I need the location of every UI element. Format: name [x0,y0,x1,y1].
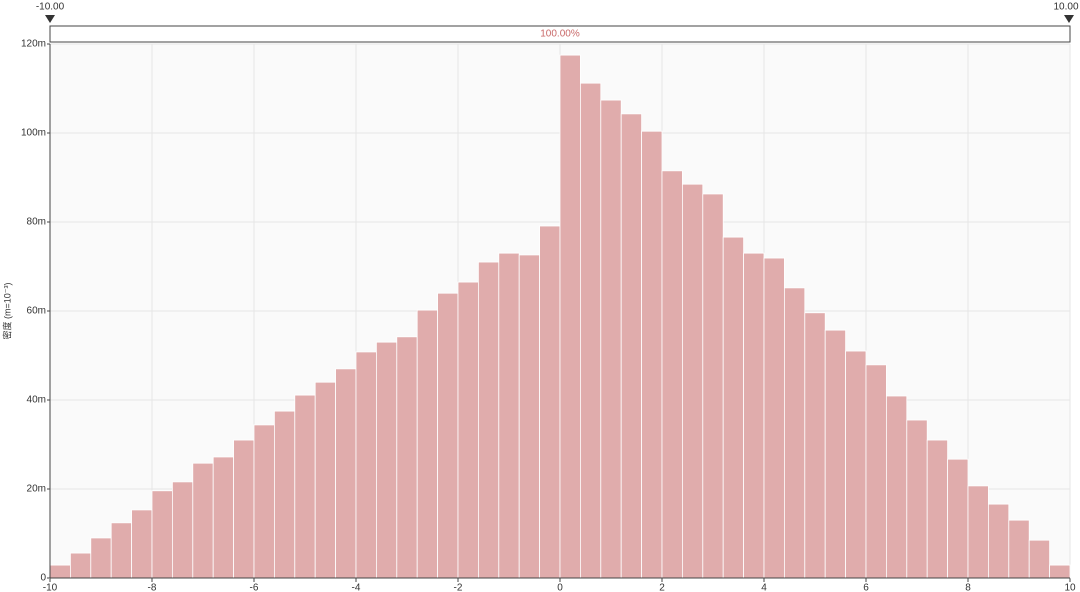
bar [722,236,745,579]
bar [804,312,826,579]
bar [784,287,806,579]
bar [682,183,704,579]
y-tick-label: 120m [21,39,46,50]
bar [416,309,439,579]
range-percent: 100.00% [540,29,580,40]
range-slider-track[interactable] [49,25,1071,43]
x-tick-label: -8 [148,583,157,592]
bar [763,257,785,579]
range-max-handle[interactable] [1064,15,1074,23]
bar [212,456,234,579]
bar [49,564,71,579]
bar [1049,564,1071,579]
bar [110,522,132,579]
y-tick-label: 100m [21,128,46,139]
bar [396,336,418,579]
bar [192,462,214,579]
bar [702,193,724,579]
bar [131,509,153,579]
x-tick-label: 10 [1064,583,1076,592]
bar [845,350,867,579]
bar [70,552,92,579]
bar [518,254,541,579]
y-tick-label: 40m [27,395,46,406]
y-axis-title: 密度 (m=10⁻³) [1,282,12,339]
bar [620,113,643,579]
x-tick-label: -10 [43,583,58,592]
x-tick-label: -6 [250,583,259,592]
bar [294,394,316,579]
bar [967,485,989,579]
bar [1028,539,1050,579]
range-max-label: 10.00 [1053,2,1078,13]
x-tick-label: 2 [659,583,665,592]
bar [824,329,847,579]
x-tick-label: 0 [557,583,563,592]
bar [1008,519,1030,579]
bar [926,439,949,579]
range-min-label: -10.00 [36,2,65,13]
bar [600,99,622,579]
x-tick-label: 6 [863,583,869,592]
bar [906,419,928,579]
x-tick-label: 4 [761,583,767,592]
range-min-handle[interactable] [45,15,55,23]
bar [559,54,581,579]
bar [580,82,602,579]
bar [886,395,908,579]
bar [335,368,357,579]
bar [947,458,969,579]
bar [314,381,337,579]
bar [90,537,112,579]
x-tick-label: -4 [352,583,361,592]
x-tick-label: 8 [965,583,971,592]
bar [539,225,561,579]
bar [743,252,765,579]
bar [865,364,887,579]
bar [477,261,500,579]
bar [253,424,275,579]
bar [641,130,663,579]
bar [355,351,377,579]
bar [498,252,520,579]
bar [273,410,296,579]
bar [988,503,1010,579]
y-tick-label: 0 [40,573,46,584]
bar [233,439,255,579]
bar [171,481,194,579]
y-tick-label: 80m [27,217,46,228]
y-tick-label: 60m [27,306,46,317]
bar [375,341,398,579]
bar [437,292,459,579]
bar [661,170,683,579]
x-tick-label: -2 [454,583,463,592]
bar [457,281,479,579]
y-tick-label: 20m [27,484,46,495]
bar [151,490,173,579]
